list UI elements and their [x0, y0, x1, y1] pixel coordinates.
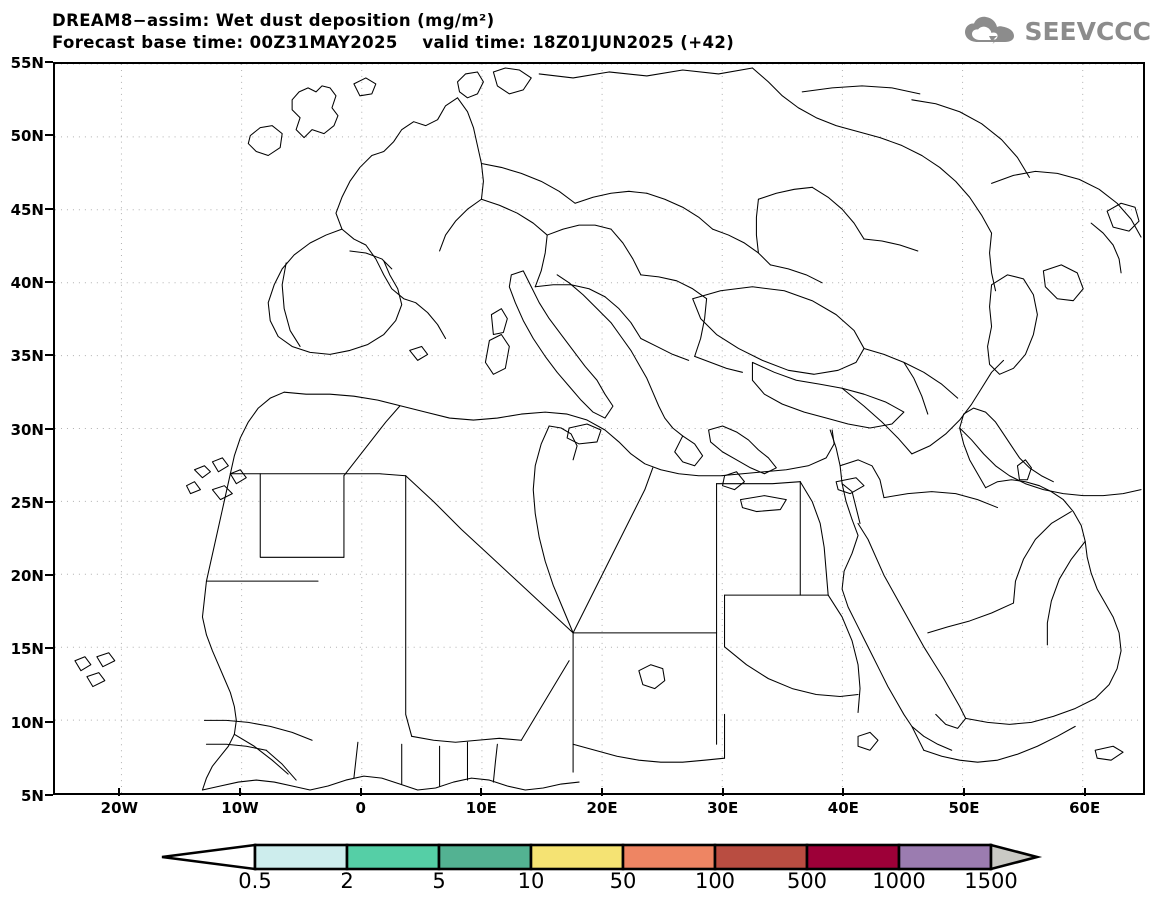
y-axis-tick [45, 207, 53, 210]
y-axis-label: 40N [10, 273, 44, 292]
y-axis-label: 20N [10, 567, 44, 586]
colorbar-svg [161, 843, 1043, 871]
colorbar-tick-label: 0.5 [238, 869, 272, 893]
cloud-icon [965, 16, 1015, 44]
y-axis-tick [45, 427, 53, 430]
x-axis-label: 20W [100, 799, 139, 817]
colorbar-tick-label: 100 [694, 869, 736, 893]
x-axis-tick [359, 788, 362, 796]
y-axis-tick [45, 61, 53, 63]
y-axis-tick [45, 500, 53, 503]
x-axis-tick [1083, 788, 1086, 796]
x-axis-tick [480, 788, 483, 796]
colorbar-over-arrow [989, 843, 1043, 871]
colorbar-bin-1 [345, 843, 441, 871]
graticule [55, 64, 1143, 793]
colorbar-tick-label: 10 [517, 869, 545, 893]
world-map-svg [55, 64, 1143, 793]
x-axis-tick [239, 788, 242, 796]
y-axis-label: 50N [10, 127, 44, 146]
colorbar[interactable] [0, 843, 1165, 871]
page-subtitle: Forecast base time: 00Z31MAY2025 valid t… [52, 33, 735, 52]
map-plot-area[interactable] [53, 62, 1145, 795]
colorbar-bin-7 [897, 843, 993, 871]
colorbar-tick-label: 5 [432, 869, 446, 893]
y-axis-tick [45, 280, 53, 283]
x-axis-tick [842, 788, 845, 796]
y-axis-tick [45, 354, 53, 357]
x-axis-label: 20E [586, 799, 618, 817]
x-axis-label: 60E [1069, 799, 1101, 817]
colorbar-bin-6 [805, 843, 901, 871]
colorbar-bin-0 [253, 843, 349, 871]
map-canvas [55, 64, 1143, 793]
y-axis-label: 45N [10, 200, 44, 219]
coastlines-and-borders [74, 67, 1142, 791]
page-title: DREAM8−assim: Wet dust deposition (mg/m²… [52, 11, 495, 30]
colorbar-tick-label: 1000 [872, 869, 926, 893]
x-axis-tick [118, 788, 121, 796]
colorbar-under-arrow [161, 843, 257, 871]
y-axis-tick [45, 647, 53, 650]
x-axis-tick [721, 788, 724, 796]
y-axis-label: 5N [21, 787, 44, 805]
x-axis-label: 30E [707, 799, 739, 817]
y-axis-tick [45, 134, 53, 137]
y-axis-label: 55N [10, 54, 44, 72]
colorbar-tick-label: 1500 [964, 869, 1018, 893]
colorbar-tick-label: 2 [340, 869, 354, 893]
y-axis-label: 15N [10, 640, 44, 659]
x-axis-label: 0 [355, 799, 366, 817]
x-axis-tick [601, 788, 604, 796]
colorbar-bin-2 [437, 843, 533, 871]
colorbar-bin-3 [529, 843, 625, 871]
colorbar-tick-label: 50 [609, 869, 637, 893]
colorbar-tick-label: 500 [786, 869, 828, 893]
x-axis-tick [963, 788, 965, 796]
x-axis-label: 10E [465, 799, 497, 817]
y-axis-tick [45, 574, 53, 577]
y-axis-tick [45, 794, 53, 796]
x-axis-label: 40E [827, 799, 859, 817]
x-axis-label: 10W [221, 799, 259, 817]
y-axis-tick [45, 720, 53, 723]
y-axis-label: 25N [10, 493, 44, 512]
logo-text: SEEVCCC [1024, 16, 1151, 46]
y-axis-label: 35N [10, 347, 44, 366]
colorbar-bin-5 [713, 843, 809, 871]
colorbar-bin-4 [621, 843, 717, 871]
chart-header: DREAM8−assim: Wet dust deposition (mg/m²… [0, 0, 1165, 60]
seevccc-logo: SEEVCCC [964, 14, 1151, 48]
y-axis-label: 10N [10, 713, 44, 732]
y-axis-label: 30N [10, 420, 44, 439]
x-axis-label: 50E [948, 799, 980, 817]
